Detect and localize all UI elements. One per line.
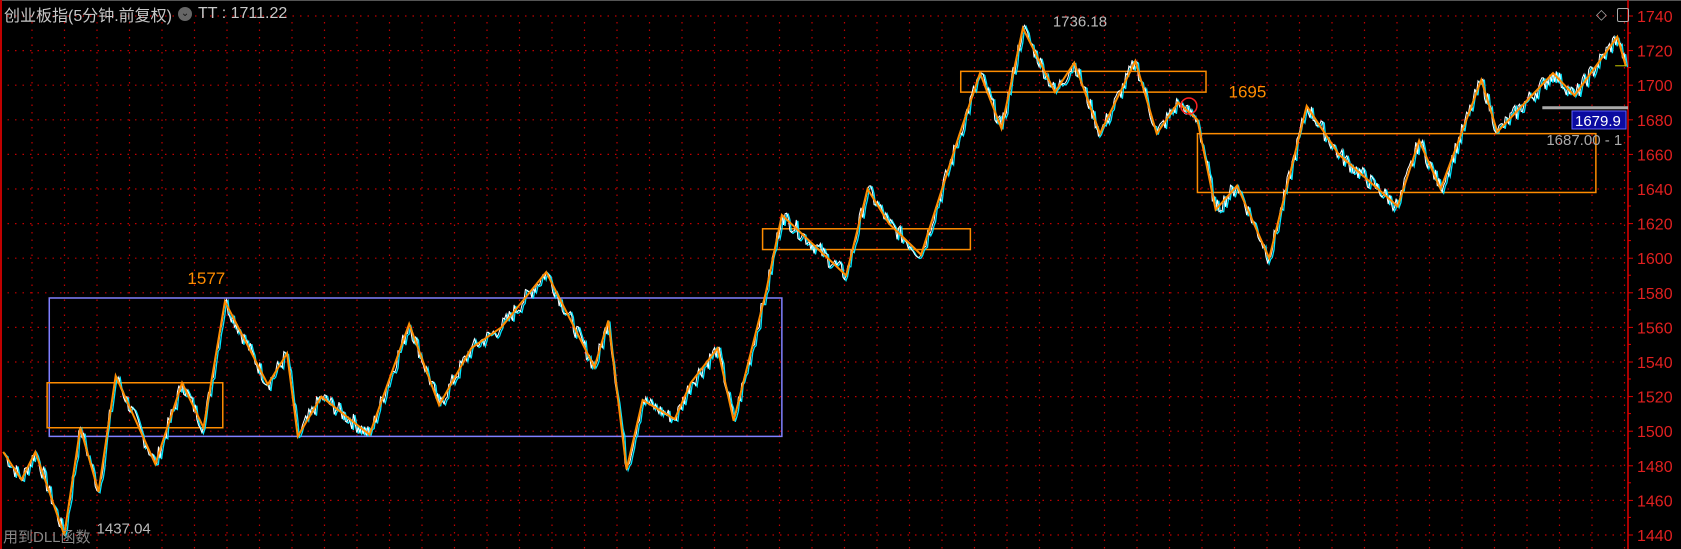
- axis-tick-label: 1520: [1637, 390, 1673, 407]
- range-box: [761, 228, 972, 251]
- axis-tick-label: 1500: [1637, 424, 1673, 441]
- axis-tick-label: 1600: [1637, 251, 1673, 268]
- price-line: [2, 24, 1627, 537]
- axis-tick-label: 1640: [1637, 182, 1673, 199]
- current-price-label: 1679.9: [1575, 113, 1621, 130]
- annotation-label: 1577: [187, 269, 225, 288]
- footer-note: 用到DLL函数: [3, 529, 91, 546]
- axis-tick-label: 1740: [1637, 9, 1673, 26]
- range-box: [1196, 132, 1597, 194]
- axis-tick-label: 1680: [1637, 113, 1673, 130]
- range-box: [48, 297, 783, 438]
- indicator-value: TT : 1711.22: [198, 5, 288, 22]
- current-price-tag: [1571, 110, 1627, 130]
- annotation-label: 1437.04: [97, 520, 151, 537]
- price-range-label: 1687.00 - 1: [1546, 132, 1622, 149]
- axis-tick-label: 1700: [1637, 78, 1673, 95]
- range-box: [959, 70, 1207, 93]
- chevron-down-circle-icon[interactable]: ⌄: [178, 7, 193, 21]
- range-box: [46, 382, 224, 429]
- axis-tick-label: 1480: [1637, 459, 1673, 476]
- axis-tick-label: 1460: [1637, 493, 1673, 510]
- zigzag-line: [2, 25, 1627, 536]
- top-border: [0, 0, 1681, 1]
- signal-circle-marker: [1180, 97, 1198, 115]
- axis-tick-label: 1540: [1637, 355, 1673, 372]
- panel-toggle-icon[interactable]: [1617, 8, 1629, 22]
- axis-tick-label: 1620: [1637, 217, 1673, 234]
- axis-tick-label: 1560: [1637, 320, 1673, 337]
- axis-tick-label: 1440: [1637, 528, 1673, 545]
- price-line-shadow: [4, 24, 1629, 538]
- axis-tick-label: 1720: [1637, 44, 1673, 61]
- left-border: [0, 0, 2, 549]
- annotation-label: 1695: [1228, 82, 1266, 101]
- chart-header: 创业板指(5分钟.前复权) ⌄ TT : 1711.22: [4, 2, 287, 26]
- axis-tick-label: 1580: [1637, 286, 1673, 303]
- diamond-icon[interactable]: ◇: [1596, 6, 1607, 22]
- axis-tick-label: 1660: [1637, 147, 1673, 164]
- chart-title: 创业板指(5分钟.前复权): [4, 8, 173, 25]
- annotation-label: 1736.18: [1053, 13, 1107, 30]
